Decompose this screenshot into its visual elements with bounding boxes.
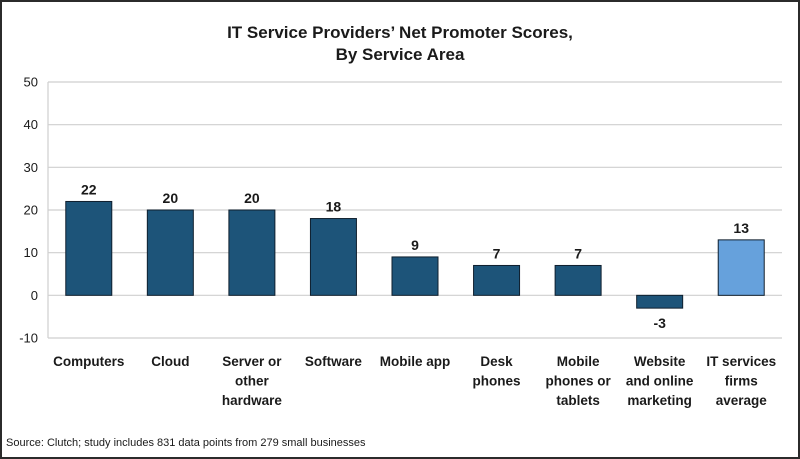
data-label: 20 — [163, 190, 179, 206]
x-category-label: marketing — [627, 393, 692, 408]
data-label: 20 — [244, 190, 260, 206]
chart-title-line: IT Service Providers’ Net Promoter Score… — [227, 23, 573, 42]
data-label: 7 — [574, 245, 582, 261]
data-label: 13 — [733, 220, 749, 236]
bar — [228, 209, 276, 296]
source-note: Source: Clutch; study includes 831 data … — [6, 437, 366, 449]
data-label: 18 — [326, 199, 342, 215]
y-tick-label: 30 — [24, 160, 38, 175]
x-axis-categories: Computers Cloud Server or other hardware Soft… — [53, 354, 776, 408]
bars — [65, 200, 765, 309]
x-category-label: tablets — [556, 393, 600, 408]
y-tick-label: 10 — [24, 245, 38, 260]
x-category-label: Website — [634, 354, 686, 369]
bar — [309, 218, 357, 296]
bar — [554, 264, 602, 296]
x-category-label: IT services — [706, 354, 776, 369]
x-category-label: Cloud — [151, 354, 189, 369]
x-category-label: firms — [725, 374, 758, 389]
y-tick-label: 40 — [24, 117, 38, 132]
bar — [146, 209, 194, 296]
data-label: 22 — [81, 181, 97, 197]
bar — [65, 200, 113, 296]
x-category-label: Desk — [480, 354, 513, 369]
x-category-label: Mobile — [557, 354, 600, 369]
x-category-label: other — [235, 374, 269, 389]
y-tick-label: 50 — [24, 75, 38, 90]
y-tick-label: 0 — [31, 288, 38, 303]
y-axis-ticks: 50 40 30 20 10 0 -10 — [19, 75, 38, 346]
bar — [636, 294, 684, 309]
x-category-label: Computers — [53, 354, 124, 369]
bar — [717, 239, 765, 296]
data-label: 9 — [411, 237, 419, 253]
x-category-label: phones — [473, 374, 521, 389]
bar — [473, 264, 521, 296]
x-category-label: hardware — [222, 393, 283, 408]
data-labels: 22 20 20 18 9 7 7 -3 13 — [81, 181, 749, 331]
chart-title: IT Service Providers’ Net Promoter Score… — [227, 23, 573, 64]
chart-title-line: By Service Area — [336, 45, 465, 64]
bar — [391, 256, 439, 296]
x-category-label: Mobile app — [380, 354, 451, 369]
x-category-label: Server or — [222, 354, 282, 369]
x-category-label: phones or — [545, 374, 611, 389]
x-category-label: Software — [305, 354, 363, 369]
data-label: 7 — [493, 245, 501, 261]
y-tick-label: -10 — [19, 331, 38, 346]
y-tick-label: 20 — [24, 203, 38, 218]
data-label: -3 — [653, 315, 666, 331]
x-category-label: and online — [626, 374, 694, 389]
x-category-label: average — [716, 393, 768, 408]
